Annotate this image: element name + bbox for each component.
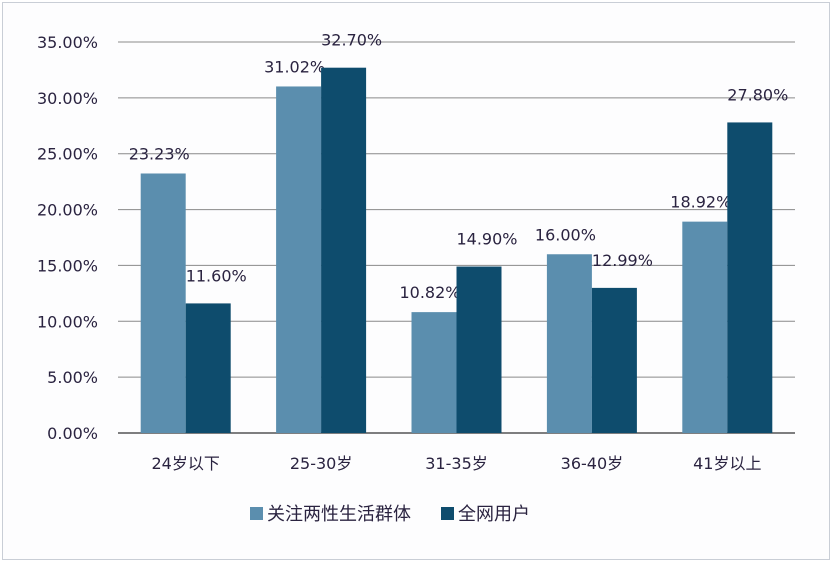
bar [140,173,186,433]
bar [456,266,502,433]
legend-item-series-2: 全网用户 [441,500,530,526]
bar [185,303,231,433]
legend-label: 关注两性生活群体 [267,504,411,525]
x-tick-label: 36-40岁 [561,454,624,473]
x-tick-label: 41岁以上 [693,454,761,473]
data-label: 18.92% [670,193,731,212]
data-label: 11.60% [186,266,247,285]
x-tick-label: 24岁以下 [152,454,220,473]
legend-item-series-1: 关注两性生活群体 [250,500,411,526]
bar [276,86,322,434]
data-label: 14.90% [456,230,517,249]
data-label: 27.80% [727,85,788,104]
bar [411,312,457,433]
bar [682,221,728,433]
bar [727,122,773,433]
y-tick-label: 30.00% [37,89,98,108]
data-label: 16.00% [535,225,596,244]
bar [321,67,367,434]
y-tick-label: 25.00% [37,145,98,164]
x-tick-label: 31-35岁 [425,454,488,473]
y-tick-label: 5.00% [47,368,98,387]
data-label: 31.02% [264,57,325,76]
bar [546,254,592,433]
legend-swatch [441,506,454,520]
x-tick-label: 25-30岁 [290,454,353,473]
data-label: 23.23% [129,144,190,163]
bar [591,287,637,433]
y-tick-label: 15.00% [37,256,98,275]
legend-swatch [250,506,263,520]
y-tick-label: 35.00% [37,33,98,52]
data-label: 32.70% [321,31,382,50]
legend: 关注两性生活群体 全网用户 [250,500,530,526]
y-tick-label: 20.00% [37,201,98,220]
legend-label: 全网用户 [458,504,530,525]
data-label: 12.99% [592,251,653,270]
y-tick-label: 10.00% [37,312,98,331]
y-tick-label: 0.00% [47,424,98,443]
data-label: 10.82% [399,283,460,302]
